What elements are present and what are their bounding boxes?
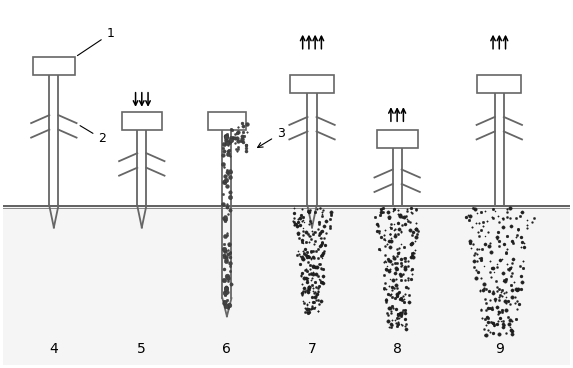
Text: 6: 6: [222, 342, 231, 356]
Bar: [3, 206, 570, 365]
Text: 5: 5: [138, 342, 146, 356]
Bar: [290, 75, 334, 93]
Bar: [376, 130, 418, 148]
Bar: [33, 57, 75, 75]
Text: 3: 3: [258, 127, 285, 148]
Text: 4: 4: [49, 342, 58, 356]
Bar: [207, 112, 246, 130]
Text: 8: 8: [393, 342, 402, 356]
Bar: [122, 112, 162, 130]
Text: 9: 9: [495, 342, 504, 356]
Text: 7: 7: [308, 342, 316, 356]
Text: 1: 1: [77, 27, 114, 56]
Text: 2: 2: [80, 125, 106, 145]
Bar: [477, 75, 521, 93]
